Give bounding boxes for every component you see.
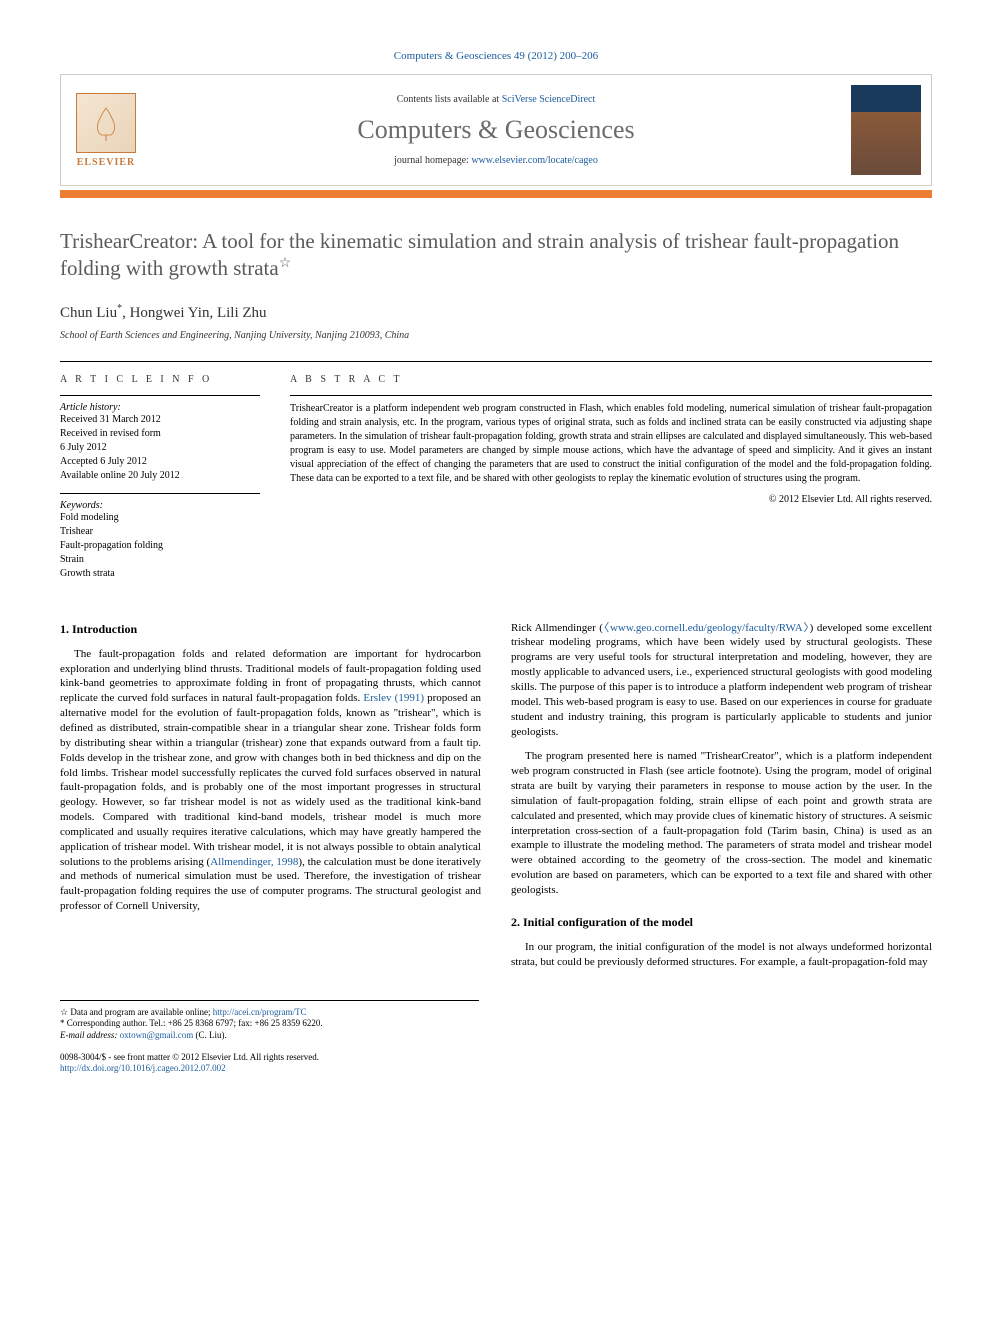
- title-star-note: ☆: [279, 256, 292, 271]
- history-online: Available online 20 July 2012: [60, 469, 260, 483]
- abstract-column: A B S T R A C T TrishearCreator is a pla…: [290, 374, 932, 591]
- program-url-link[interactable]: http://acei.cn/program/TC: [213, 1007, 307, 1017]
- footnotes: ☆ Data and program are available online;…: [60, 1000, 479, 1042]
- homepage-prefix: journal homepage:: [394, 155, 471, 166]
- article-info-column: A R T I C L E I N F O Article history: R…: [60, 374, 260, 591]
- sec2-paragraph-1: In our program, the initial configuratio…: [511, 940, 932, 970]
- intro-paragraph-2: Rick Allmendinger (〈www.geo.cornell.edu/…: [511, 621, 932, 740]
- info-abstract-row: A R T I C L E I N F O Article history: R…: [60, 361, 932, 591]
- journal-cover-block: [841, 75, 931, 185]
- keywords-block: Keywords: Fold modeling Trishear Fault-p…: [60, 493, 260, 581]
- citation-line: Computers & Geosciences 49 (2012) 200–20…: [60, 50, 932, 62]
- history-revised: Received in revised form: [60, 427, 260, 441]
- email-suffix: (C. Liu).: [193, 1030, 227, 1040]
- keyword-0: Fold modeling: [60, 511, 260, 525]
- article-info-label: A R T I C L E I N F O: [60, 374, 260, 385]
- footnote-email: E-mail address: oxtown@gmail.com (C. Liu…: [60, 1030, 479, 1042]
- keyword-2: Fault-propagation folding: [60, 539, 260, 553]
- email-link[interactable]: oxtown@gmail.com: [120, 1030, 194, 1040]
- allmendinger-1998-link[interactable]: Allmendinger, 1998: [210, 856, 298, 868]
- section-1-heading: 1. Introduction: [60, 621, 481, 637]
- publisher-logo-block: ELSEVIER: [61, 83, 151, 178]
- email-label: E-mail address:: [60, 1030, 120, 1040]
- intro-paragraph-3: The program presented here is named "Tri…: [511, 749, 932, 897]
- title-text: TrishearCreator: A tool for the kinemati…: [60, 229, 899, 280]
- right-column: Rick Allmendinger (〈www.geo.cornell.edu/…: [511, 621, 932, 980]
- keyword-4: Growth strata: [60, 567, 260, 581]
- header-center: Contents lists available at SciVerse Sci…: [151, 84, 841, 176]
- journal-cover-thumbnail: [851, 85, 921, 175]
- history-revised-date: 6 July 2012: [60, 441, 260, 455]
- history-received: Received 31 March 2012: [60, 413, 260, 427]
- footnote-star: ☆ Data and program are available online;…: [60, 1007, 479, 1019]
- keywords-label: Keywords:: [60, 500, 260, 511]
- journal-name: Computers & Geosciences: [161, 115, 831, 145]
- body-columns: 1. Introduction The fault-propagation fo…: [60, 621, 932, 980]
- page-container: Computers & Geosciences 49 (2012) 200–20…: [0, 0, 992, 1125]
- keyword-3: Strain: [60, 553, 260, 567]
- intro-paragraph-1: The fault-propagation folds and related …: [60, 647, 481, 914]
- footnote-star-prefix: ☆ Data and program are available online;: [60, 1007, 213, 1017]
- affiliation: School of Earth Sciences and Engineering…: [60, 330, 932, 341]
- issn-line: 0098-3004/$ - see front matter © 2012 El…: [60, 1052, 932, 1064]
- homepage-link[interactable]: www.elsevier.com/locate/cageo: [471, 155, 598, 166]
- orange-divider-bar: [60, 190, 932, 198]
- contents-prefix: Contents lists available at: [397, 94, 502, 105]
- tree-icon: [86, 103, 126, 143]
- p2a: Rick Allmendinger (: [511, 622, 603, 634]
- abstract-label: A B S T R A C T: [290, 374, 932, 385]
- footnote-corresponding: * Corresponding author. Tel.: +86 25 836…: [60, 1018, 479, 1030]
- p2b: ) developed some excellent trishear mode…: [511, 622, 932, 738]
- cornell-link[interactable]: 〈www.geo.cornell.edu/geology/faculty/RWA…: [603, 622, 810, 634]
- journal-header-box: ELSEVIER Contents lists available at Sci…: [60, 74, 932, 186]
- publisher-name: ELSEVIER: [71, 157, 141, 168]
- contents-available-line: Contents lists available at SciVerse Sci…: [161, 94, 831, 105]
- copyright-line: © 2012 Elsevier Ltd. All rights reserved…: [290, 494, 932, 505]
- section-2-heading: 2. Initial configuration of the model: [511, 914, 932, 930]
- history-label: Article history:: [60, 402, 260, 413]
- erslev-1991-link[interactable]: Erslev (1991): [363, 692, 424, 704]
- homepage-line: journal homepage: www.elsevier.com/locat…: [161, 155, 831, 166]
- author-list: Chun Liu*, Hongwei Yin, Lili Zhu: [60, 303, 932, 322]
- elsevier-tree-icon: [76, 93, 136, 153]
- article-title: TrishearCreator: A tool for the kinemati…: [60, 228, 932, 283]
- doi-link[interactable]: http://dx.doi.org/10.1016/j.cageo.2012.0…: [60, 1063, 226, 1073]
- authors-rest: , Hongwei Yin, Lili Zhu: [122, 305, 266, 321]
- sciencedirect-link[interactable]: SciVerse ScienceDirect: [502, 94, 596, 105]
- footer: 0098-3004/$ - see front matter © 2012 El…: [60, 1052, 932, 1075]
- left-column: 1. Introduction The fault-propagation fo…: [60, 621, 481, 980]
- keyword-1: Trishear: [60, 525, 260, 539]
- authors-text: Chun Liu: [60, 305, 117, 321]
- p1b: proposed an alternative model for the ev…: [60, 692, 481, 867]
- history-accepted: Accepted 6 July 2012: [60, 455, 260, 469]
- abstract-text: TrishearCreator is a platform independen…: [290, 395, 932, 486]
- history-block: Article history: Received 31 March 2012 …: [60, 395, 260, 483]
